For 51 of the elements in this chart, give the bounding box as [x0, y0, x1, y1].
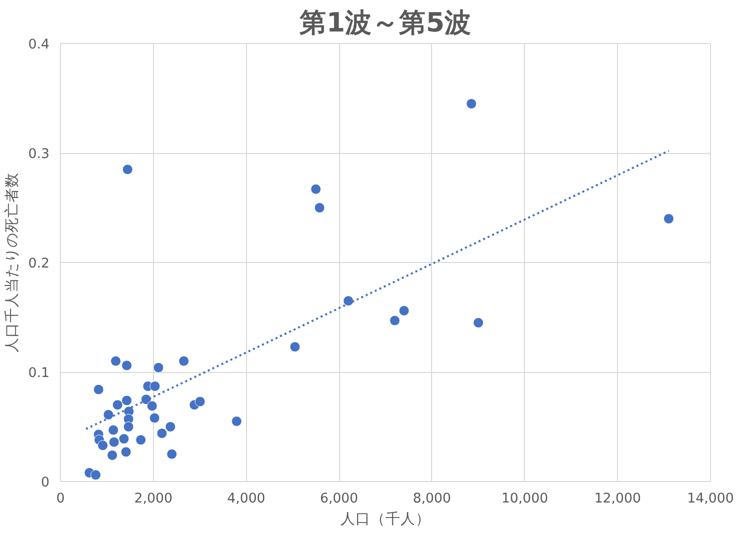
point: [108, 424, 119, 436]
y-tick-label: 0.2: [28, 256, 50, 272]
y-tick-label: 0.4: [28, 38, 50, 52]
x-tick-label: 12,000: [594, 492, 641, 506]
point: [231, 416, 242, 427]
point: [466, 98, 477, 109]
point: [153, 362, 164, 373]
point: [398, 305, 410, 316]
y-tick-label: 0: [41, 476, 50, 490]
point: [118, 434, 130, 444]
chart-title: 第1波～第5波: [298, 8, 472, 38]
point: [473, 317, 484, 328]
point: [343, 296, 354, 306]
point: [390, 315, 400, 326]
x-axis-title: 人口（千人）: [340, 510, 430, 528]
point: [150, 380, 160, 392]
x-tick-label: 2,000: [134, 492, 172, 506]
y-tick-label: 0.1: [28, 366, 50, 381]
point: [107, 450, 118, 460]
x-tick-label: 6,000: [320, 492, 358, 506]
x-tick-label: 8,000: [412, 492, 452, 506]
point: [165, 422, 176, 432]
point: [290, 342, 300, 352]
point: [103, 409, 114, 420]
point: [122, 395, 132, 406]
point: [122, 164, 133, 175]
point: [98, 440, 108, 451]
point: [156, 428, 168, 439]
point: [178, 356, 190, 366]
y-tick-label: 0.3: [28, 147, 50, 162]
point: [108, 436, 120, 448]
point: [93, 384, 104, 395]
x-tick-label: 0: [56, 492, 65, 506]
x-tick-label: 10,000: [501, 492, 548, 506]
point: [112, 400, 123, 410]
point: [146, 400, 158, 412]
y-axis-title: 人口千人当たりの死亡者数: [3, 172, 20, 352]
point: [136, 434, 146, 446]
point: [310, 184, 322, 194]
point: [663, 213, 674, 224]
point: [166, 448, 178, 460]
point: [123, 422, 134, 432]
point: [122, 360, 132, 371]
point: [120, 446, 132, 458]
point: [194, 396, 206, 407]
point: [149, 412, 160, 424]
x-tick-label: 14,000: [687, 492, 734, 506]
point: [314, 202, 325, 213]
point: [90, 470, 101, 480]
x-tick-label: 4,000: [227, 492, 266, 506]
point: [110, 356, 121, 366]
